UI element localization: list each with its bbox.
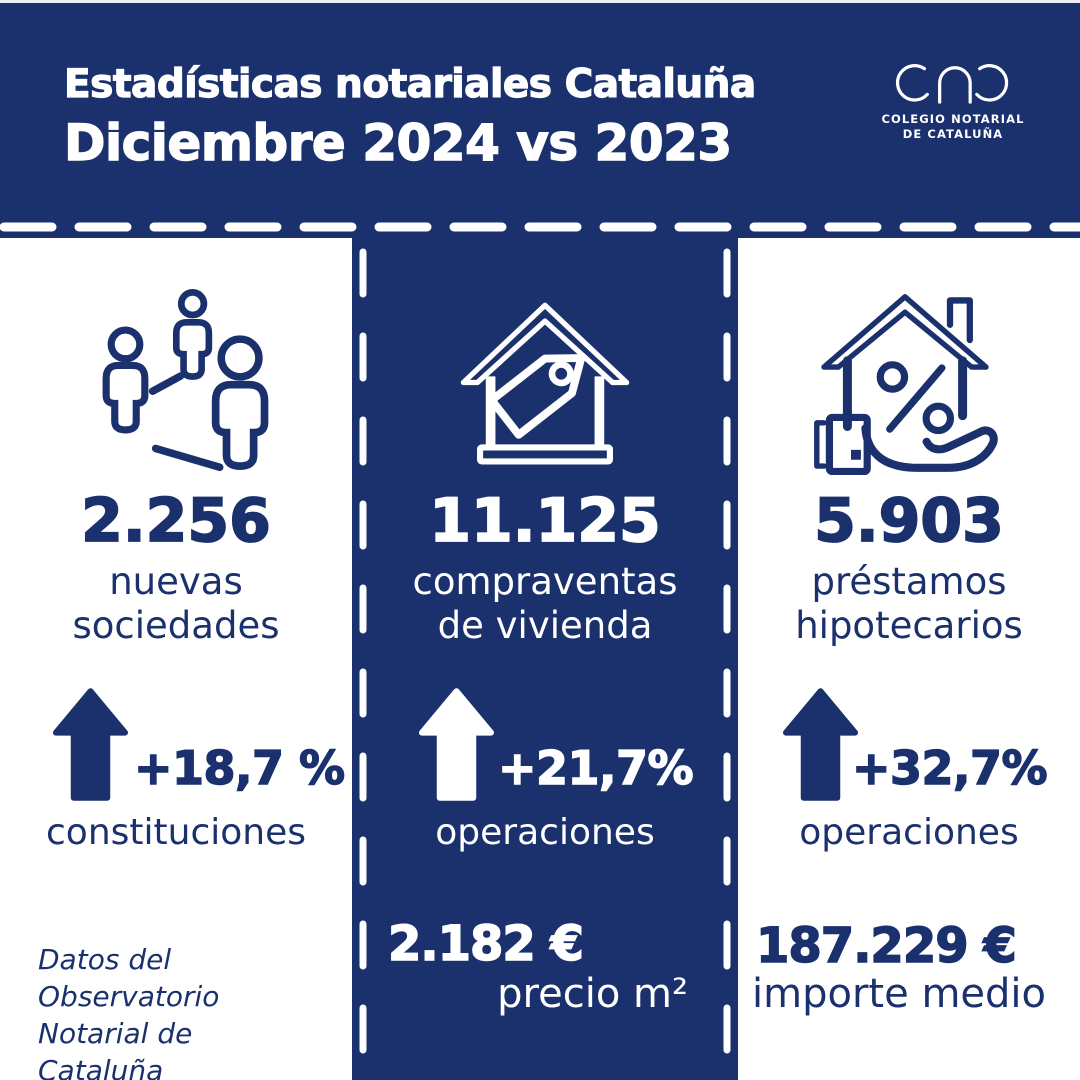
footnote-line2: Observatorio: [38, 980, 220, 1013]
header: Estadísticas notariales Cataluña Diciemb…: [0, 0, 1080, 238]
up-arrow-icon: [52, 688, 129, 801]
change-label: operaciones: [435, 812, 655, 853]
stat-card-nuevas-sociedades: 2.256 nuevas sociedades +18,7 % constitu…: [0, 238, 352, 1080]
page-subtitle: Diciembre 2024 vs 2023: [63, 113, 733, 172]
dashed-separator: [0, 222, 1080, 232]
top-edge-line: [0, 0, 1080, 3]
people-network-icon: [102, 289, 269, 472]
extra-label: importe medio: [752, 971, 1046, 1017]
cnc-logo-icon: [895, 64, 1009, 104]
stat-label-line1: nuevas: [109, 560, 243, 603]
stat-label-line2: sociedades: [72, 604, 280, 647]
logo-caption-line1: COLEGIO NOTARIAL: [881, 112, 1025, 126]
change-value: +32,7%: [851, 740, 1048, 795]
change-value: +18,7 %: [133, 740, 346, 795]
extra-value: 2.182 €: [387, 915, 584, 973]
extra-label: precio m²: [497, 971, 688, 1017]
logo-caption: COLEGIO NOTARIAL DE CATALUÑA: [858, 112, 1048, 142]
change-label: operaciones: [799, 812, 1019, 853]
stat-label-line2: de vivienda: [437, 604, 653, 647]
hand-house-percent-icon: [814, 294, 998, 476]
page-title: Estadísticas notariales Cataluña: [63, 61, 756, 107]
footnote-line4: Cataluña: [38, 1054, 164, 1080]
up-arrow-icon: [418, 688, 495, 801]
stat-value: 11.125: [428, 485, 661, 557]
change-value: +21,7%: [497, 740, 694, 795]
panel-dashed-border: [359, 248, 731, 1080]
stat-label-line1: compraventas: [412, 560, 678, 603]
stat-value: 2.256: [80, 485, 272, 557]
stat-value: 5.903: [813, 485, 1005, 557]
stat-label-line2: hipotecarios: [795, 604, 1023, 647]
stat-label: préstamos hipotecarios: [738, 560, 1080, 648]
stat-label: nuevas sociedades: [0, 560, 352, 648]
extra-value: 187.229 €: [755, 917, 1017, 975]
up-arrow-icon: [782, 688, 859, 801]
footnote-line3: Notarial de: [38, 1017, 193, 1050]
stat-card-prestamos: 5.903 préstamos hipotecarios +32,7% oper…: [738, 238, 1080, 1080]
logo-caption-line2: DE CATALUÑA: [902, 127, 1004, 141]
footnote-line1: Datos del: [38, 943, 172, 976]
stat-card-compraventas: 11.125 compraventas de vivienda +21,7% o…: [352, 238, 738, 1080]
change-label: constituciones: [46, 812, 306, 853]
footnote: Datos del Observatorio Notarial de Catal…: [38, 941, 338, 1080]
stat-label-line1: préstamos: [811, 560, 1007, 603]
stat-label: compraventas de vivienda: [352, 560, 738, 648]
house-price-tag-icon: [460, 302, 630, 465]
